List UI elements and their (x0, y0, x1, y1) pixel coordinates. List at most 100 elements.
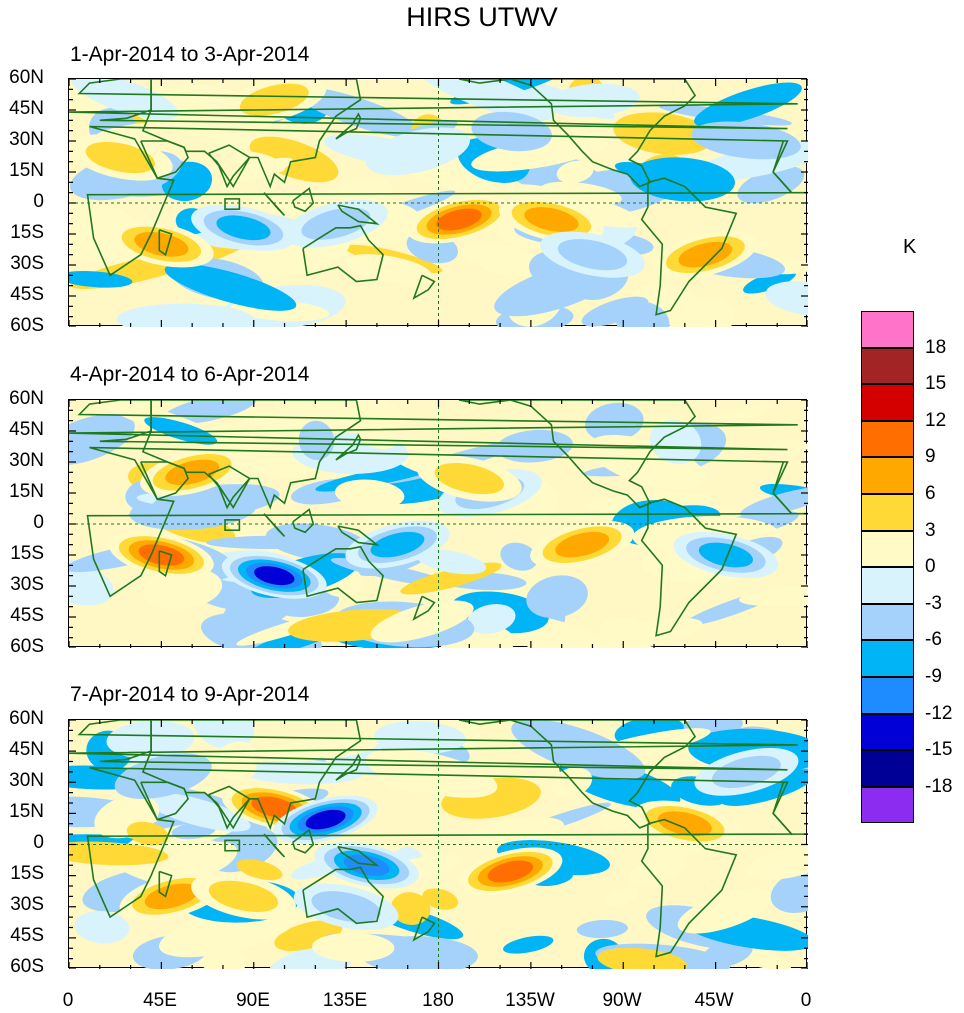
background-anomaly (719, 769, 808, 806)
lon-label-90e: 90E (236, 990, 270, 1011)
lat-label-1-6: 30S (10, 253, 44, 274)
colorbar-unit: K (903, 236, 917, 258)
lat-label-1-8: 60S (10, 315, 44, 336)
colorbar-label-7: -3 (925, 592, 942, 614)
coastline-arabia (140, 461, 190, 501)
coastline-indonesia1 (263, 192, 286, 216)
background-anomaly (144, 417, 218, 445)
anomaly-mark-1-4 (305, 809, 346, 830)
background-anomaly (613, 112, 714, 155)
lon-label-0: 0 (62, 990, 74, 1011)
lat-label-3-8: 60S (10, 956, 44, 977)
background-anomaly (576, 919, 628, 938)
lat-label-1-3: 15N (9, 160, 44, 181)
coastlines (69, 720, 808, 958)
coastline-africa (86, 125, 794, 277)
lat-label-3-7: 45S (10, 925, 44, 946)
anomaly-mark-6-2 (698, 542, 753, 568)
coastline-nz (412, 916, 436, 942)
lat-label-3-1: 45N (9, 739, 44, 760)
background-anomaly (471, 132, 613, 172)
background-anomaly (739, 583, 808, 607)
background-anomaly (69, 271, 133, 288)
colorbar (861, 311, 914, 824)
coastline-europe (69, 79, 798, 130)
colorbar-box-10 (861, 677, 914, 714)
coastline-sa (640, 498, 738, 637)
background-anomaly (503, 935, 554, 954)
map-plot-2 (69, 400, 808, 648)
background-anomaly (587, 434, 707, 491)
map-panel-2 (68, 399, 808, 648)
anomaly-mark-3-3 (487, 860, 534, 883)
anomaly-mark-8-1 (311, 891, 381, 923)
background-anomaly (416, 549, 487, 575)
lat-label-2-8: 60S (10, 636, 44, 657)
lat-label-1-5: 15S (10, 222, 44, 243)
ticks (69, 79, 808, 327)
lat-label-2-7: 45S (10, 605, 44, 626)
map-plot-3 (69, 720, 808, 969)
anomaly-mark-6-2 (216, 215, 271, 241)
background-anomaly (740, 487, 808, 518)
coastline-newguinea (337, 845, 380, 867)
colorbar-label-11: -15 (925, 739, 953, 761)
coastline-nz (412, 274, 436, 300)
background-anomaly (370, 600, 474, 643)
colorbar-label-3: 9 (925, 446, 936, 468)
colorbar-box-4 (861, 457, 914, 494)
coastline-india (207, 785, 251, 830)
background-anomaly (422, 888, 459, 910)
colorbar-label-0: 18 (925, 336, 947, 358)
background-anomaly (628, 854, 688, 886)
coastline-australia (302, 866, 384, 925)
coastline-europe (69, 720, 798, 771)
figure-title: HIRS UTWV (406, 2, 558, 32)
lon-label-180: 180 (422, 990, 454, 1011)
anomaly-layer (69, 79, 808, 327)
coastline-japan (335, 753, 362, 781)
study-region-box (224, 519, 241, 532)
lon-label-135w: 135W (505, 990, 555, 1011)
coastline-wrap (772, 781, 808, 835)
colorbar-box-1 (861, 347, 914, 385)
background-anomaly (581, 296, 649, 327)
anomaly-mark-6-1 (208, 880, 279, 913)
lat-label-2-4: 0 (33, 512, 44, 533)
coastline-indonesia1 (263, 513, 286, 537)
background-anomaly (630, 157, 735, 202)
lat-label-2-0: 60N (9, 388, 44, 409)
background-anomaly (69, 414, 135, 466)
background-anomaly (334, 479, 405, 510)
coastline-newguinea (337, 204, 380, 225)
colorbar-label-10: -12 (925, 702, 953, 724)
anomaly-mark-9-0 (365, 127, 470, 176)
coastlines (69, 400, 808, 637)
lat-label-3-0: 60N (9, 708, 44, 729)
background-anomaly (249, 136, 339, 183)
colorbar-label-12: -18 (925, 775, 953, 797)
lat-label-2-2: 30N (9, 450, 44, 471)
background-anomaly (770, 439, 808, 455)
lon-label-360: 0 (800, 990, 812, 1011)
coastline-africa (86, 766, 794, 919)
anomaly-mark-2-3 (343, 854, 390, 876)
anomaly-mark-8-1 (557, 239, 628, 271)
colorbar-box-2 (861, 384, 914, 421)
panel-title-3: 7-Apr-2014 to 9-Apr-2014 (70, 683, 310, 706)
coastline-madagascar (158, 870, 173, 898)
lat-label-2-6: 30S (10, 574, 44, 595)
background-anomaly (460, 242, 540, 270)
colorbar-label-2: 12 (925, 409, 947, 431)
anomaly-mark-7-1 (711, 755, 781, 789)
colorbar-box-11 (861, 713, 914, 751)
coastline-sa (640, 818, 738, 958)
lon-label-90w: 90W (602, 990, 642, 1011)
background-anomaly (143, 308, 214, 322)
background-anomaly (466, 604, 516, 634)
lat-label-1-2: 30N (9, 129, 44, 150)
background-anomaly (770, 869, 808, 913)
background-anomaly (236, 859, 283, 881)
coastlines (69, 79, 808, 316)
coastline-borneo (292, 828, 315, 854)
